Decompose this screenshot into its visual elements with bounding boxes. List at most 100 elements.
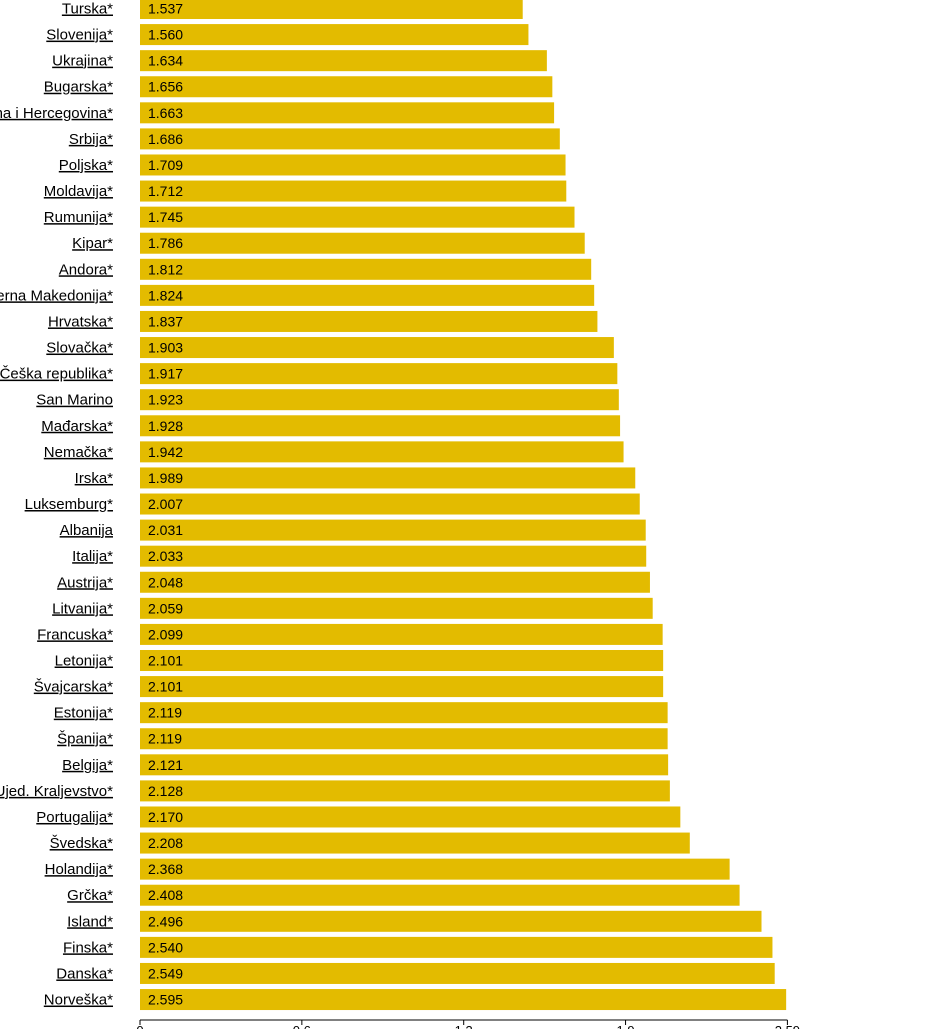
value-label: 1.656 [148,79,183,95]
bar [140,806,681,828]
category-label[interactable]: Švajcarska* [34,679,113,696]
category-label[interactable]: Moldavija* [44,183,113,200]
category-label[interactable]: Slovenija* [46,27,113,44]
category-label[interactable]: Holandija* [45,861,114,878]
category-label[interactable]: Češka republika* [0,366,113,383]
value-label: 2.031 [148,522,183,538]
bar [140,962,775,984]
bar [140,936,773,958]
bar [140,702,668,724]
category-label[interactable]: Irska* [75,470,114,487]
category-label[interactable]: Turska* [62,1,113,18]
bar [140,910,762,932]
bar [140,884,740,906]
value-label: 2.595 [148,992,183,1008]
category-label[interactable]: Rumunija* [44,209,113,226]
category-label[interactable]: Letonija* [55,653,114,670]
value-label: 2.033 [148,548,183,564]
bars-layer: Turska* 1.537 Slovenija* 1.560 Ukrajina* 1.63… [0,0,787,1011]
value-label: 2.099 [148,626,183,642]
bar [140,337,614,359]
category-label[interactable]: Srbija* [69,131,113,148]
value-label: 2.007 [148,496,183,512]
category-label[interactable]: Danska* [56,965,113,982]
category-label[interactable]: Portugalija* [36,809,113,826]
value-label: 2.119 [148,731,182,747]
category-label[interactable]: Kipar* [72,235,113,252]
bar [140,232,585,254]
bar [140,571,650,593]
value-label: 2.101 [148,653,183,669]
category-label[interactable]: Ukrajina* [52,53,113,70]
bar [140,780,670,802]
value-label: 2.408 [148,887,183,903]
category-label[interactable]: Estonija* [54,705,113,722]
category-label[interactable]: Norveška* [44,992,113,1009]
category-label[interactable]: Francuska* [37,626,113,643]
bar [140,650,664,671]
bar [140,24,529,46]
bar [140,754,669,776]
category-label[interactable]: Španija* [57,731,113,748]
value-label: 2.208 [148,835,183,851]
value-label: 2.121 [148,757,183,773]
value-label: 2.540 [148,939,183,955]
category-label[interactable]: San Marino [36,392,113,409]
category-label[interactable]: Italija* [72,548,113,565]
category-label[interactable]: Luksemburg* [25,496,114,513]
bar [140,441,624,463]
bar [140,858,730,880]
bar [140,832,690,854]
value-label: 1.712 [148,183,183,199]
value-label: 2.368 [148,861,183,877]
category-label[interactable]: Ujed. Kraljevstvo* [0,783,113,800]
value-label: 1.812 [148,261,183,277]
category-label[interactable]: Andora* [59,261,113,278]
bar [140,493,640,515]
value-label: 2.059 [148,600,183,616]
bar [140,597,653,619]
bar [140,519,646,541]
x-tick-label: 2.59 [775,1023,800,1029]
category-label[interactable]: Slovačka* [46,340,113,357]
bar [140,128,560,150]
value-label: 1.837 [148,313,183,329]
category-label[interactable]: Mađarska* [41,418,113,435]
bar [140,989,787,1011]
x-tick-label: 0.6 [293,1023,311,1029]
category-label[interactable]: Hrvatska* [48,313,113,330]
category-label[interactable]: Litvanija* [52,600,113,617]
value-label: 1.923 [148,392,183,408]
category-label[interactable]: Belgija* [62,757,113,774]
value-label: 1.709 [148,157,183,173]
category-label[interactable]: Nemačka* [44,444,113,461]
category-label[interactable]: Bugarska* [44,79,113,96]
bar [140,50,547,72]
category-label[interactable]: Švedska* [50,835,114,852]
value-label: 1.942 [148,444,183,460]
bar [140,389,619,411]
category-label[interactable]: Severna Makedonija* [0,287,113,304]
value-label: 1.745 [148,209,183,225]
category-label[interactable]: Island* [67,913,113,930]
bar [140,284,595,306]
category-label[interactable]: Finska* [63,939,113,956]
category-label[interactable]: Grčka* [67,887,113,904]
value-label: 1.824 [148,287,183,303]
bar [140,0,523,19]
category-label[interactable]: Austrija* [57,574,113,591]
category-label[interactable]: Albanija [60,522,114,539]
value-label: 2.549 [148,965,183,981]
bar [140,154,566,176]
bar [140,467,636,489]
category-label[interactable]: Bosna i Hercegovina* [0,105,113,122]
value-label: 2.048 [148,574,183,590]
value-label: 1.903 [148,340,183,356]
bar [140,545,647,567]
value-label: 2.170 [148,809,183,825]
value-label: 1.537 [148,1,183,17]
value-label: 1.686 [148,131,183,147]
category-label[interactable]: Poljska* [59,157,113,174]
x-tick-label: 1.9 [617,1023,635,1029]
